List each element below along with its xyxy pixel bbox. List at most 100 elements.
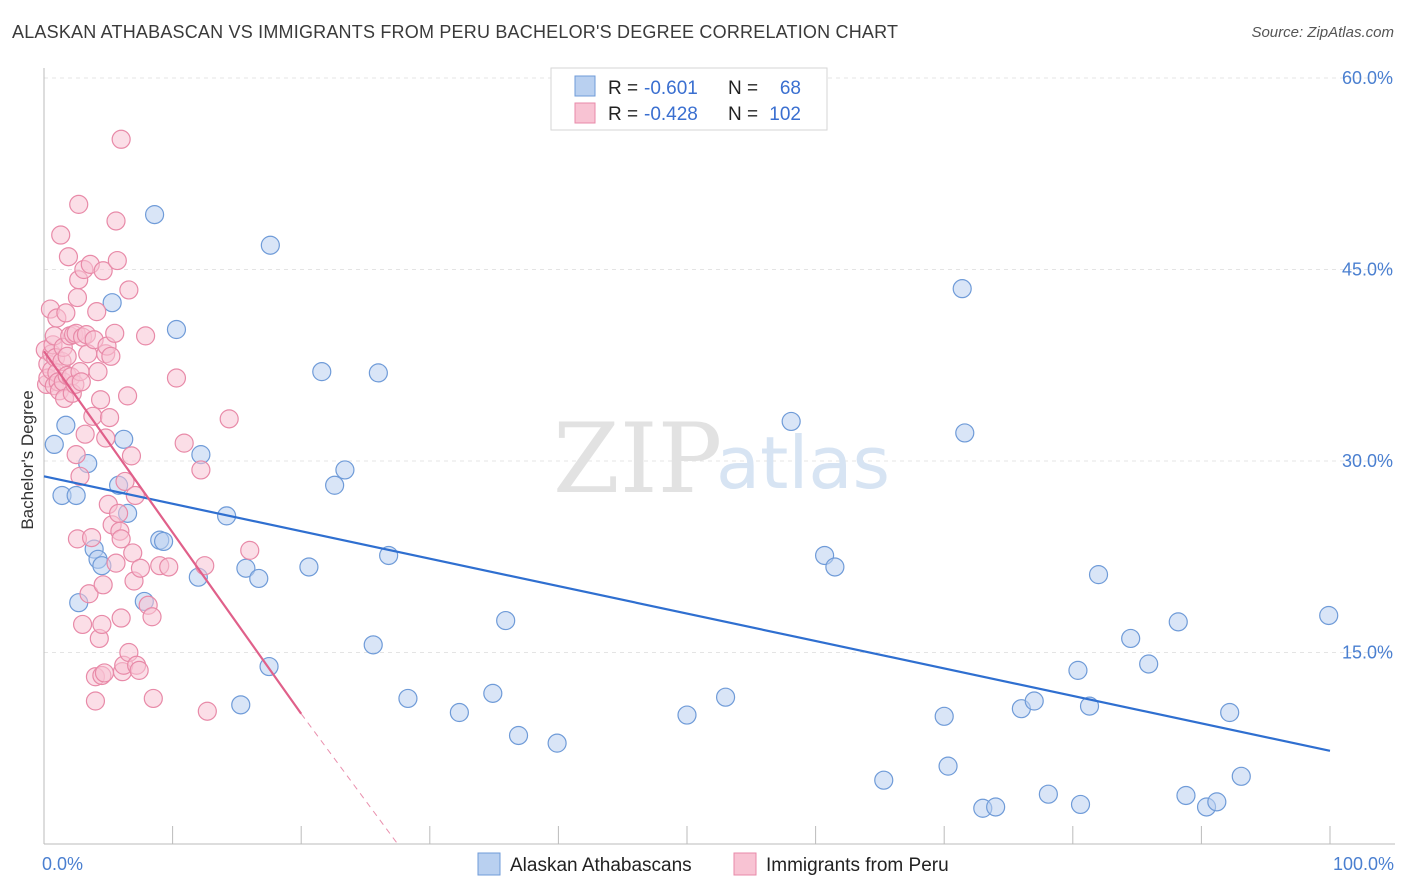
legend-n-value: 68 — [780, 78, 801, 99]
point-immigrants-from-peru — [106, 211, 126, 231]
point-immigrants-from-peru — [69, 194, 89, 214]
bottom-legend-swatch-pink — [733, 852, 757, 876]
y-tick-label: 15.0% — [1342, 643, 1393, 663]
point-immigrants-from-peru — [67, 287, 88, 308]
point-alaskan-athabascans — [325, 475, 345, 495]
legend-swatch-pink — [574, 102, 596, 124]
point-alaskan-athabascans — [231, 695, 251, 715]
watermark-zip: ZIP — [553, 403, 722, 515]
point-alaskan-athabascans — [1068, 660, 1088, 680]
point-alaskan-athabascans — [825, 557, 845, 577]
legend-r-label: R = — [608, 104, 638, 125]
point-immigrants-from-peru — [93, 261, 113, 281]
point-alaskan-athabascans — [508, 725, 529, 746]
point-alaskan-athabascans — [144, 205, 165, 225]
legend-n-value: 102 — [769, 104, 801, 125]
point-alaskan-athabascans — [496, 610, 516, 631]
point-alaskan-athabascans — [368, 363, 388, 383]
point-immigrants-from-peru — [117, 386, 138, 406]
point-alaskan-athabascans — [114, 429, 134, 449]
y-axis-label: Bachelor's Degree — [18, 390, 37, 529]
point-alaskan-athabascans — [874, 770, 894, 790]
point-immigrants-from-peru — [108, 503, 129, 523]
point-alaskan-athabascans — [363, 635, 383, 655]
legend: R = -0.601 N = 68 R = -0.428 N = 102 — [550, 67, 828, 131]
point-alaskan-athabascans — [449, 702, 469, 723]
point-alaskan-athabascans — [153, 531, 174, 552]
point-alaskan-athabascans — [677, 705, 697, 725]
point-immigrants-from-peru — [106, 553, 126, 573]
point-immigrants-from-peru — [197, 701, 217, 721]
point-alaskan-athabascans — [335, 460, 355, 480]
point-immigrants-from-peru — [174, 433, 194, 453]
point-immigrants-from-peru — [85, 691, 106, 711]
point-immigrants-from-peru — [105, 323, 125, 343]
bottom-legend: Alaskan Athabascans Immigrants from Peru — [477, 852, 949, 876]
point-immigrants-from-peru — [101, 346, 121, 366]
point-alaskan-athabascans — [1220, 702, 1240, 723]
point-immigrants-from-peru — [219, 409, 239, 429]
point-immigrants-from-peru — [119, 280, 139, 300]
point-immigrants-from-peru — [121, 446, 142, 466]
point-immigrants-from-peru — [111, 529, 131, 549]
x-tick-labels: 0.0% 100.0% — [42, 854, 1394, 874]
chart-title: ALASKAN ATHABASCAN VS IMMIGRANTS FROM PE… — [12, 22, 899, 42]
legend-r-value: -0.601 — [644, 78, 698, 99]
point-immigrants-from-peru — [107, 250, 127, 271]
point-immigrants-from-peru — [240, 540, 260, 560]
point-alaskan-athabascans — [1070, 794, 1091, 815]
point-immigrants-from-peru — [88, 362, 108, 382]
trend-extension-pink — [300, 713, 399, 845]
axes — [43, 68, 1395, 845]
point-immigrants-from-peru — [130, 558, 151, 578]
point-immigrants-from-peru — [71, 372, 91, 392]
point-alaskan-athabascans — [260, 235, 280, 255]
point-alaskan-athabascans — [955, 423, 975, 443]
point-alaskan-athabascans — [249, 568, 269, 589]
point-alaskan-athabascans — [102, 293, 122, 313]
point-immigrants-from-peru — [111, 608, 131, 628]
x-tick-label: 0.0% — [42, 854, 83, 874]
point-immigrants-from-peru — [159, 557, 179, 577]
legend-n-label: N = — [728, 104, 758, 125]
legend-swatch-blue — [574, 75, 596, 97]
bottom-legend-label: Immigrants from Peru — [766, 855, 949, 876]
point-immigrants-from-peru — [56, 303, 76, 323]
point-immigrants-from-peru — [195, 556, 215, 576]
trend-lines — [43, 350, 1331, 845]
point-immigrants-from-peru — [58, 247, 79, 267]
chart-source: Source: ZipAtlas.com — [1251, 24, 1394, 41]
point-alaskan-athabascans — [1319, 605, 1339, 626]
point-alaskan-athabascans — [1168, 612, 1188, 632]
point-alaskan-athabascans — [986, 797, 1006, 817]
point-alaskan-athabascans — [1207, 792, 1227, 812]
point-alaskan-athabascans — [952, 279, 972, 299]
point-immigrants-from-peru — [166, 368, 187, 388]
y-tick-labels: 15.0% 30.0% 45.0% 60.0% — [1342, 68, 1393, 663]
point-immigrants-from-peru — [70, 466, 90, 486]
point-immigrants-from-peru — [87, 302, 107, 322]
point-alaskan-athabascans — [934, 706, 954, 726]
point-immigrants-from-peru — [115, 471, 135, 492]
point-alaskan-athabascans — [1231, 766, 1251, 786]
point-alaskan-athabascans — [398, 688, 418, 709]
point-alaskan-athabascans — [236, 558, 256, 578]
point-immigrants-from-peru — [66, 445, 86, 465]
point-immigrants-from-peru — [123, 543, 143, 563]
point-immigrants-from-peru — [142, 607, 162, 627]
point-alaskan-athabascans — [166, 319, 187, 340]
point-alaskan-athabascans — [1121, 628, 1141, 649]
point-immigrants-from-peru — [99, 407, 120, 428]
point-alaskan-athabascans — [1024, 691, 1044, 711]
point-alaskan-athabascans — [299, 557, 319, 577]
y-tick-label: 45.0% — [1342, 260, 1393, 280]
watermark: ZIP atlas — [553, 403, 890, 515]
bottom-legend-label: Alaskan Athabascans — [510, 855, 692, 876]
point-alaskan-athabascans — [312, 362, 332, 382]
point-immigrants-from-peru — [135, 326, 156, 346]
legend-r-label: R = — [608, 78, 638, 99]
point-alaskan-athabascans — [1139, 654, 1159, 674]
point-immigrants-from-peru — [57, 346, 77, 366]
point-immigrants-from-peru — [111, 129, 131, 149]
point-alaskan-athabascans — [781, 411, 801, 432]
